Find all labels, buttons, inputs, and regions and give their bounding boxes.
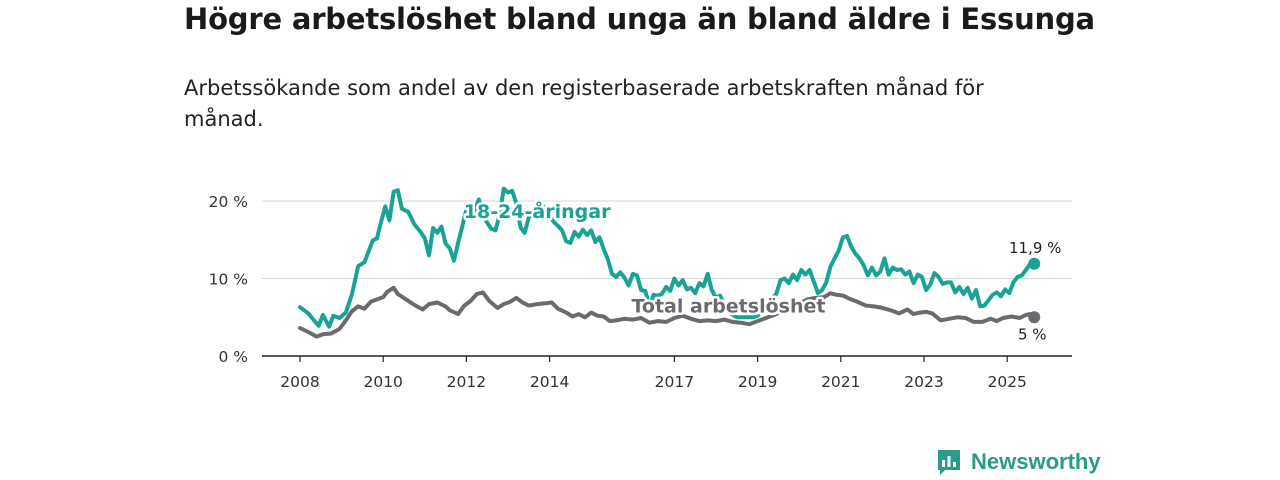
series-labels: 18-24-åringar 11,9 % Total arbetslöshet 5 % [461, 197, 1061, 344]
chart-subtitle: Arbetssökande som andel av den registerb… [184, 76, 984, 131]
end-value-label-youth: 11,9 % [1009, 239, 1061, 257]
x-tick-label: 2025 [987, 373, 1026, 391]
x-tick-label: 2017 [655, 373, 694, 391]
x-tick-label: 2021 [821, 373, 860, 391]
x-axis-ticks: 2008 2010 2012 2014 2017 2019 2021 2023 2025 [280, 356, 1027, 391]
y-tick-label: 0 % [218, 348, 248, 366]
series-lines [298, 186, 1041, 339]
chart-title: Högre arbetslöshet bland unga än bland ä… [184, 2, 1095, 36]
y-tick-label: 10 % [209, 271, 248, 289]
gridlines [262, 200, 1072, 279]
x-tick-label: 2023 [904, 373, 943, 391]
x-tick-label: 2010 [363, 373, 402, 391]
series-line-total [298, 285, 1037, 339]
series-line-youth [298, 186, 1037, 329]
y-axis-ticks: 0 % 10 % 20 % [209, 193, 248, 366]
brand-name: Newsworthy [971, 449, 1101, 474]
series-label-youth: 18-24-åringar [464, 199, 611, 223]
end-point-youth [1028, 257, 1041, 270]
end-value-label-total: 5 % [1018, 325, 1047, 343]
end-point-total [1028, 311, 1041, 324]
newsworthy-logo-icon [938, 450, 960, 475]
x-tick-label: 2012 [447, 373, 486, 391]
y-tick-label: 20 % [209, 193, 248, 211]
x-tick-label: 2008 [280, 373, 319, 391]
x-tick-label: 2014 [530, 373, 569, 391]
series-label-total: Total arbetslöshet [631, 296, 825, 318]
x-tick-label: 2019 [738, 373, 777, 391]
newsworthy-logo: Newsworthy [936, 448, 1101, 476]
